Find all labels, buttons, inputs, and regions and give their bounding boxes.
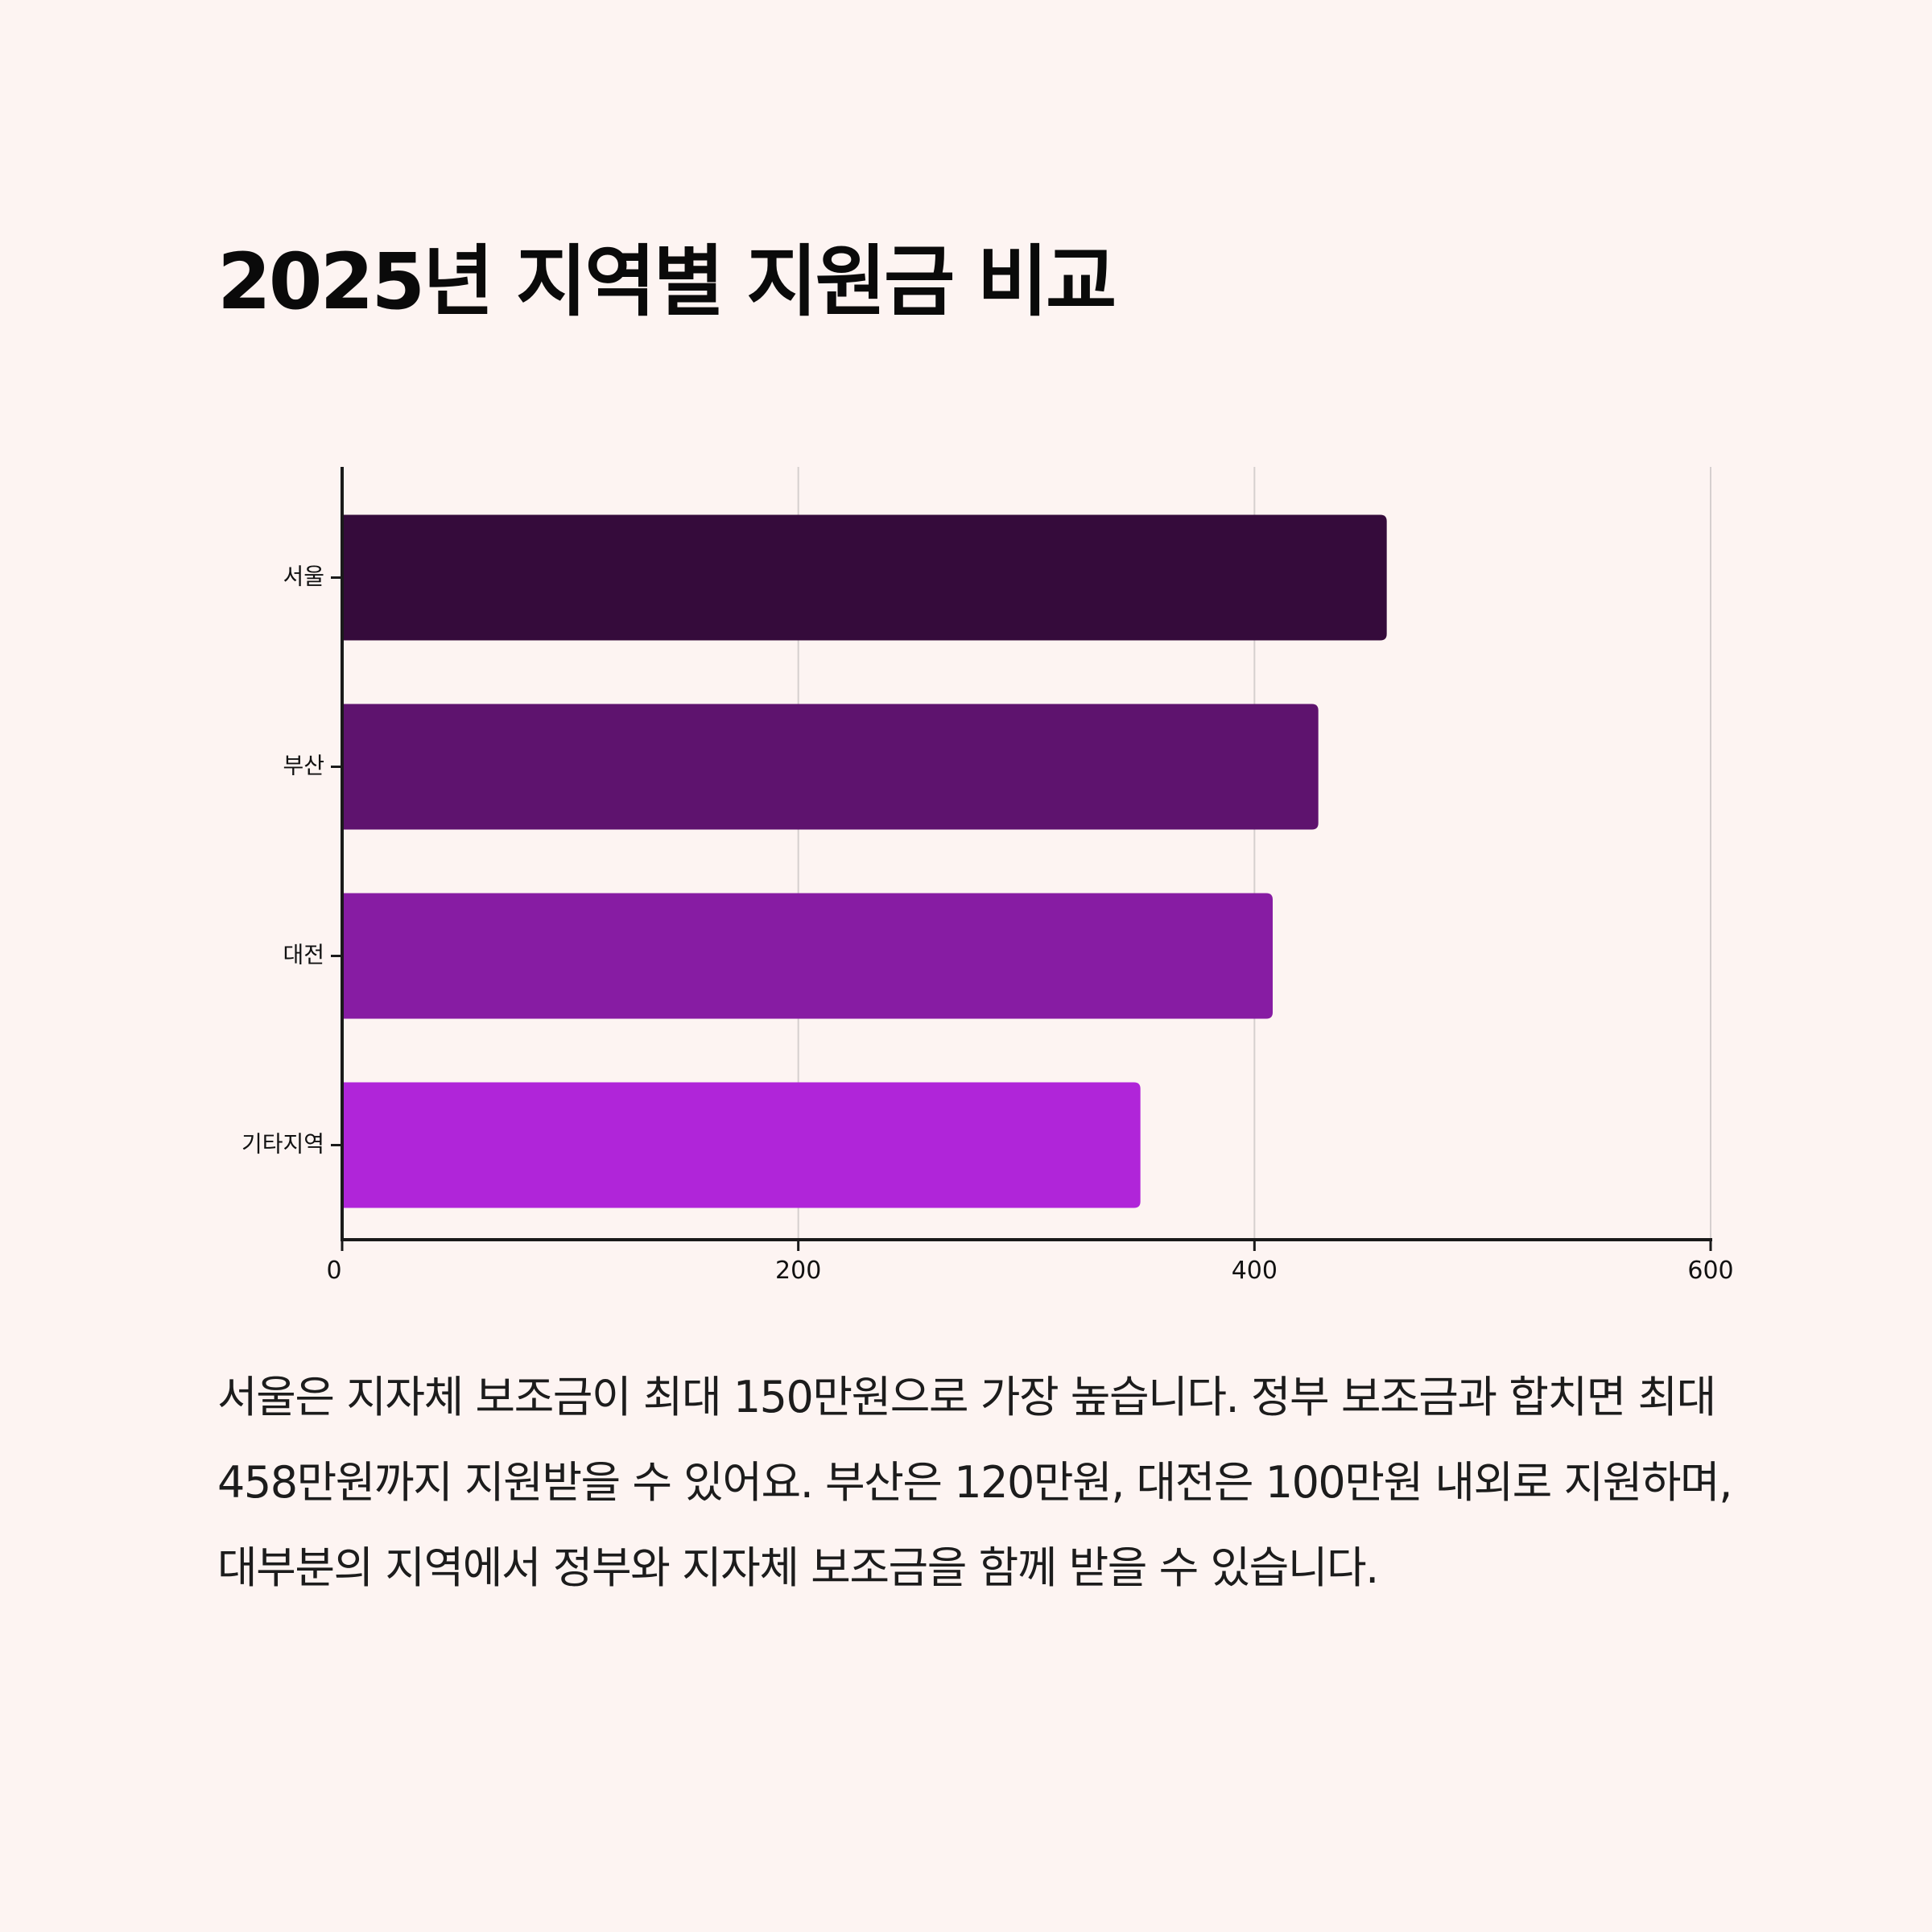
bar [342, 893, 1273, 1019]
bars [342, 514, 1387, 1208]
y-tick-label: 부산 [283, 753, 324, 779]
bar [342, 1082, 1141, 1208]
y-tick-label: 대전 [283, 942, 324, 968]
x-tick-group: 0 200 400 600 [326, 1240, 1734, 1285]
description-text: 서울은 지자체 보조금이 최대 150만원으로 가장 높습니다. 정부 보조금과… [217, 1372, 1732, 1593]
bar [342, 704, 1319, 830]
x-tick-label: 400 [1232, 1257, 1278, 1285]
bar [342, 514, 1387, 641]
x-tick-label: 0 [326, 1257, 341, 1285]
x-tick-label: 200 [775, 1257, 821, 1285]
y-tick-label: 기타지역 [242, 1131, 324, 1158]
y-tick-label: 서울 [283, 564, 324, 590]
x-tick-label: 600 [1687, 1257, 1733, 1285]
chart-title: 2025년 지역별 지원금 비교 [217, 237, 1117, 327]
